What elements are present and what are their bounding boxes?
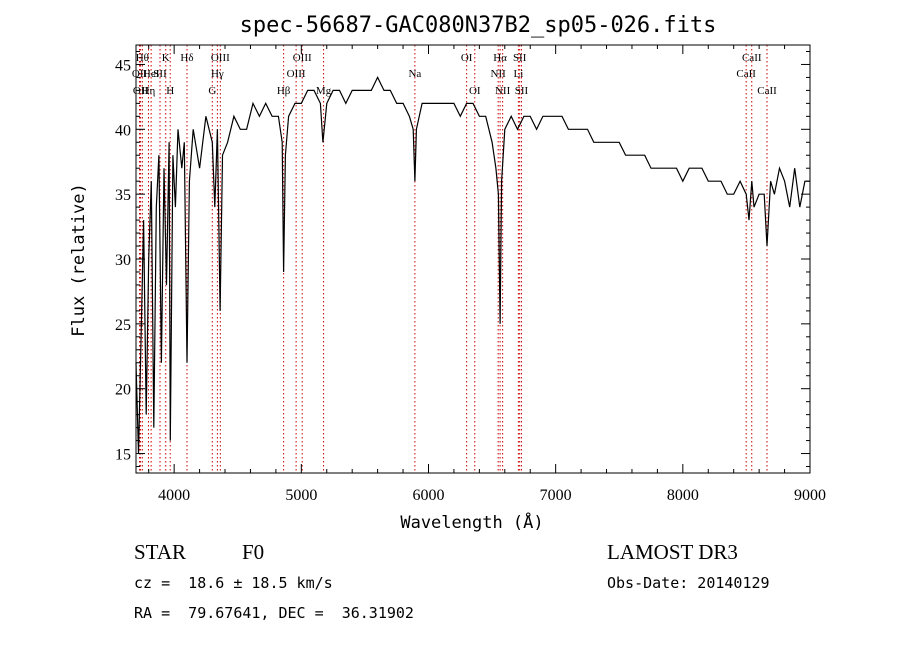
line-marker-label: SII: [153, 68, 167, 80]
y-tick-label: 25: [115, 317, 131, 334]
x-axis-label: Wavelength (Å): [400, 511, 543, 533]
line-marker-label: Hδ: [180, 52, 193, 64]
spectrum-line: [135, 76, 810, 454]
x-tick-label: 8000: [667, 487, 699, 504]
line-marker-label: Hγ: [211, 68, 224, 80]
line-marker-label: Hα: [493, 52, 507, 64]
line-marker-label: CaII: [742, 52, 762, 64]
line-marker-label: Hη: [142, 85, 156, 97]
y-axis-ticks: 15 20 25 30 35 40 45: [115, 50, 810, 468]
y-tick-label: 35: [115, 187, 131, 204]
line-marker-label: Li: [514, 68, 524, 80]
chart-title: spec-56687-GAC080N37B2_sp05-026.fits: [240, 13, 717, 38]
line-marker-label: NII: [495, 85, 511, 97]
x-tick-label: 9000: [794, 487, 826, 504]
y-tick-label: 40: [115, 122, 131, 139]
spectrum-chart: spec-56687-GAC080N37B2_sp05-026.fits Hθ O…: [69, 13, 826, 533]
y-tick-label: 30: [115, 252, 131, 269]
line-marker-label: H: [166, 85, 174, 97]
survey-name: LAMOST DR3: [607, 540, 738, 564]
line-marker-label: Na: [408, 68, 421, 80]
y-tick-label: 45: [115, 57, 131, 74]
line-marker-label: SII: [515, 85, 529, 97]
line-marker-label: HeI: [143, 68, 160, 80]
line-marker-label: Hθ: [136, 52, 149, 64]
object-class: STAR: [134, 540, 186, 564]
line-marker-label: OI: [461, 52, 473, 64]
line-marker-label: OIII: [211, 52, 230, 64]
sky-coordinates: RA = 79.67641, DEC = 36.31902: [134, 604, 414, 622]
x-tick-label: 5000: [285, 487, 317, 504]
x-tick-label: 6000: [412, 487, 444, 504]
line-marker-label: Mg: [316, 85, 332, 97]
line-marker-label: NII: [491, 68, 507, 80]
y-tick-label: 20: [115, 382, 131, 399]
line-marker-label: OII: [133, 85, 149, 97]
line-marker-label: OI: [469, 85, 481, 97]
plot-frame: [135, 44, 811, 474]
x-tick-label: 4000: [158, 487, 190, 504]
line-marker-label: G: [208, 85, 216, 97]
line-marker-label: CaII: [736, 68, 756, 80]
line-marker-label: OIII: [293, 52, 312, 64]
line-marker-label: Hβ: [277, 85, 291, 97]
line-marker-labels: HθOIIOIIHηHeISIIKHHδGHγOIIIHβOIIIOIIIMgN…: [132, 52, 777, 97]
line-marker-label: SII: [513, 52, 527, 64]
line-marker-label: OIII: [287, 68, 306, 80]
y-tick-label: 15: [115, 447, 131, 464]
line-marker-label: CaII: [757, 85, 777, 97]
y-axis-label: Flux (relative): [69, 183, 89, 337]
line-marker-label: K: [162, 52, 170, 64]
x-tick-label: 7000: [540, 487, 572, 504]
x-axis-ticks: 4000 5000 6000 7000 8000 9000: [148, 45, 826, 504]
object-subclass: F0: [242, 540, 265, 564]
redshift-velocity: cz = 18.6 ± 18.5 km/s: [134, 574, 333, 592]
line-markers: [139, 45, 768, 473]
observation-date: Obs-Date: 20140129: [607, 574, 770, 592]
